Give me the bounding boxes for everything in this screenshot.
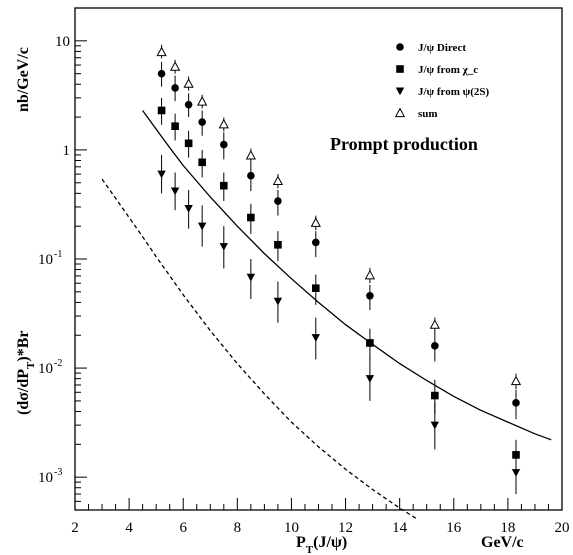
point-square [431,391,439,400]
point-square [366,339,374,347]
point-triangle-open [183,78,194,88]
point-triangle-down [365,375,375,383]
point-triangle-down [170,187,180,196]
point-circle [366,291,374,300]
point-triangle-open [310,217,321,227]
x-tick-label: 8 [234,520,242,536]
x-tick-label: 4 [125,520,133,536]
point-triangle-open [364,269,376,280]
y-axis-unit: nb/GeV/c [15,47,32,112]
point-triangle-open [169,61,181,71]
curves-layer [101,110,552,519]
y-tick-label: 1 [63,143,71,159]
point-triangle-open [245,149,256,160]
point-square [247,213,255,222]
point-triangle-down [197,222,207,231]
point-square [512,451,520,459]
point-triangle-down [246,273,256,282]
solid-curve [142,110,552,441]
markers-layer [156,46,522,477]
legend-label-square: J/ψ from χ_c [418,64,478,76]
point-circle [220,140,228,149]
point-circle [431,342,439,350]
legend-label-triangle-open: sum [418,108,438,120]
point-triangle-down [157,170,166,179]
y-tick-label: 10 [38,470,53,486]
error-bars-layer [161,44,517,495]
point-triangle-open [197,96,208,106]
point-square [198,158,206,167]
point-square [220,181,228,190]
point-triangle-open [272,175,284,185]
point-square [274,240,282,249]
legend-label-triangle-down: J/ψ from ψ(2S) [418,86,489,98]
point-square [157,106,166,115]
point-circle [171,84,179,92]
legend: J/ψ Direct J/ψ from χ_c J/ψ from ψ(2S) sum [394,42,489,120]
x-tick-label: 6 [179,520,187,536]
point-triangle-down [430,421,440,430]
point-circle [247,171,255,180]
y-tick-exponent: -3 [54,467,62,478]
point-circle [311,238,320,247]
x-axis-label: PT(J/ψ) [296,534,347,555]
point-triangle-down [311,334,320,342]
legend-marker-triangle-down [395,87,405,96]
y-tick-label: 10 [38,252,53,268]
point-triangle-open [429,319,440,329]
dashed-curve [101,178,417,519]
y-tick-label: 10 [38,361,53,377]
x-tick-label: 16 [446,520,462,536]
legend-marker-circle [396,43,404,51]
point-circle [198,118,206,126]
point-circle [184,100,193,109]
point-circle [512,399,520,407]
point-triangle-open [156,46,167,57]
y-tick-label: 10 [55,34,70,50]
x-tick-label: 2 [71,520,79,536]
y-axis-label: (dσ/dPT)*Br [15,331,37,416]
point-triangle-open [218,118,229,129]
point-triangle-down [511,469,521,477]
y-tick-exponent: -1 [54,249,62,260]
legend-label-circle: J/ψ Direct [418,42,466,54]
point-triangle-down [184,205,193,213]
x-tick-label: 20 [555,520,570,536]
x-tick-label: 12 [338,520,353,536]
legend-marker-triangle-open [394,107,406,118]
legend-marker-square [396,65,404,73]
annotation-prompt-production: Prompt production [330,134,478,154]
point-square [171,122,179,130]
x-tick-label: 10 [284,520,299,536]
point-triangle-down [219,243,229,251]
y-tick-exponent: -2 [54,358,62,369]
x-tick-label: 14 [392,520,408,536]
point-triangle-down [273,297,283,306]
point-circle [157,69,166,78]
point-square [311,284,320,292]
x-axis-unit: GeV/c [481,534,524,551]
x-tick-label: 18 [500,520,515,536]
plot-frame [74,7,563,511]
point-square [184,139,193,148]
point-triangle-open [510,375,522,386]
point-circle [274,197,282,205]
